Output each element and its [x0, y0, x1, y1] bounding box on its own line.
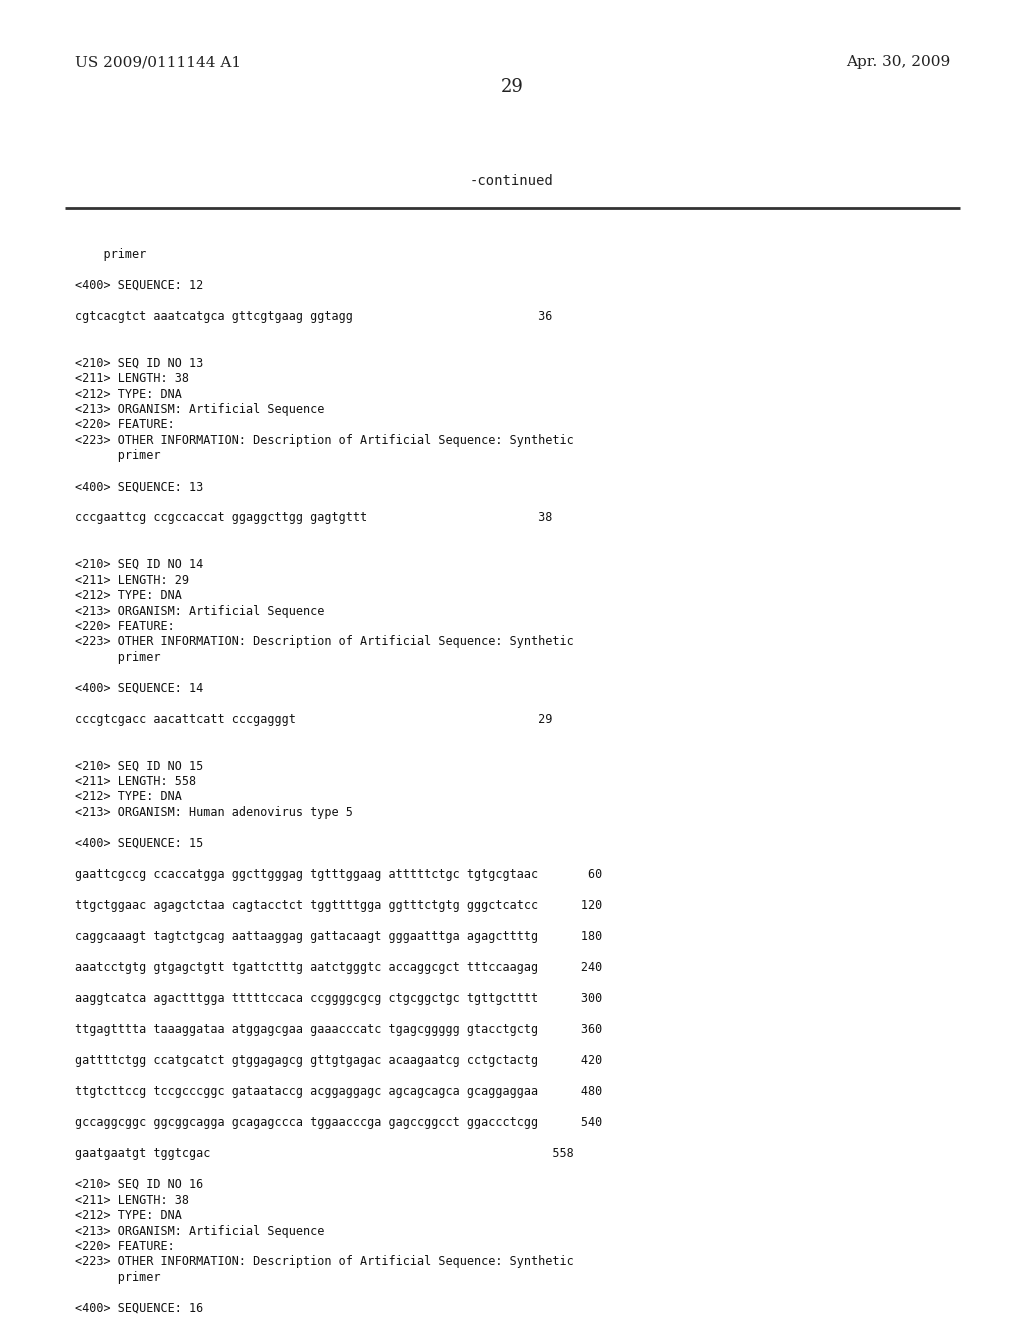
Text: primer: primer [75, 1271, 161, 1284]
Text: gaattcgccg ccaccatgga ggcttgggag tgtttggaag atttttctgc tgtgcgtaac       60: gaattcgccg ccaccatgga ggcttgggag tgtttgg… [75, 869, 602, 880]
Text: gattttctgg ccatgcatct gtggagagcg gttgtgagac acaagaatcg cctgctactg      420: gattttctgg ccatgcatct gtggagagcg gttgtga… [75, 1053, 602, 1067]
Text: US 2009/0111144 A1: US 2009/0111144 A1 [75, 55, 241, 69]
Text: cgtcacgtct aaatcatgca gttcgtgaag ggtagg                          36: cgtcacgtct aaatcatgca gttcgtgaag ggtagg … [75, 310, 552, 323]
Text: -continued: -continued [470, 174, 554, 187]
Text: <220> FEATURE:: <220> FEATURE: [75, 418, 175, 432]
Text: <223> OTHER INFORMATION: Description of Artificial Sequence: Synthetic: <223> OTHER INFORMATION: Description of … [75, 635, 573, 648]
Text: cccgtcgacc aacattcatt cccgagggt                                  29: cccgtcgacc aacattcatt cccgagggt 29 [75, 713, 552, 726]
Text: <211> LENGTH: 558: <211> LENGTH: 558 [75, 775, 197, 788]
Text: primer: primer [75, 450, 161, 462]
Text: <220> FEATURE:: <220> FEATURE: [75, 620, 175, 634]
Text: <400> SEQUENCE: 15: <400> SEQUENCE: 15 [75, 837, 203, 850]
Text: primer: primer [75, 651, 161, 664]
Text: <212> TYPE: DNA: <212> TYPE: DNA [75, 388, 182, 400]
Text: 29: 29 [501, 78, 523, 96]
Text: <400> SEQUENCE: 14: <400> SEQUENCE: 14 [75, 682, 203, 696]
Text: <210> SEQ ID NO 16: <210> SEQ ID NO 16 [75, 1177, 203, 1191]
Text: gccaggcggc ggcggcagga gcagagccca tggaacccga gagccggcct ggaccctcgg      540: gccaggcggc ggcggcagga gcagagccca tggaacc… [75, 1115, 602, 1129]
Text: <211> LENGTH: 29: <211> LENGTH: 29 [75, 573, 189, 586]
Text: <213> ORGANISM: Artificial Sequence: <213> ORGANISM: Artificial Sequence [75, 403, 325, 416]
Text: <210> SEQ ID NO 13: <210> SEQ ID NO 13 [75, 356, 203, 370]
Text: <211> LENGTH: 38: <211> LENGTH: 38 [75, 372, 189, 385]
Text: <212> TYPE: DNA: <212> TYPE: DNA [75, 1209, 182, 1222]
Text: <212> TYPE: DNA: <212> TYPE: DNA [75, 589, 182, 602]
Text: <210> SEQ ID NO 14: <210> SEQ ID NO 14 [75, 558, 203, 572]
Text: ttgagtttta taaaggataa atggagcgaa gaaacccatc tgagcggggg gtacctgctg      360: ttgagtttta taaaggataa atggagcgaa gaaaccc… [75, 1023, 602, 1036]
Text: aaatcctgtg gtgagctgtt tgattctttg aatctgggtc accaggcgct tttccaagag      240: aaatcctgtg gtgagctgtt tgattctttg aatctgg… [75, 961, 602, 974]
Text: <212> TYPE: DNA: <212> TYPE: DNA [75, 791, 182, 804]
Text: <400> SEQUENCE: 12: <400> SEQUENCE: 12 [75, 279, 203, 292]
Text: <400> SEQUENCE: 16: <400> SEQUENCE: 16 [75, 1302, 203, 1315]
Text: aaggtcatca agactttgga tttttccaca ccggggcgcg ctgcggctgc tgttgctttt      300: aaggtcatca agactttgga tttttccaca ccggggc… [75, 993, 602, 1005]
Text: <213> ORGANISM: Artificial Sequence: <213> ORGANISM: Artificial Sequence [75, 1225, 325, 1238]
Text: <213> ORGANISM: Human adenovirus type 5: <213> ORGANISM: Human adenovirus type 5 [75, 807, 353, 818]
Text: <213> ORGANISM: Artificial Sequence: <213> ORGANISM: Artificial Sequence [75, 605, 325, 618]
Text: ttgtcttccg tccgcccggc gataataccg acggaggagc agcagcagca gcaggaggaa      480: ttgtcttccg tccgcccggc gataataccg acggagg… [75, 1085, 602, 1098]
Text: Apr. 30, 2009: Apr. 30, 2009 [846, 55, 950, 69]
Text: <223> OTHER INFORMATION: Description of Artificial Sequence: Synthetic: <223> OTHER INFORMATION: Description of … [75, 434, 573, 447]
Text: cccgaattcg ccgccaccat ggaggcttgg gagtgttt                        38: cccgaattcg ccgccaccat ggaggcttgg gagtgtt… [75, 511, 552, 524]
Text: <400> SEQUENCE: 13: <400> SEQUENCE: 13 [75, 480, 203, 494]
Text: gaatgaatgt tggtcgac                                                558: gaatgaatgt tggtcgac 558 [75, 1147, 573, 1160]
Text: <223> OTHER INFORMATION: Description of Artificial Sequence: Synthetic: <223> OTHER INFORMATION: Description of … [75, 1255, 573, 1269]
Text: <220> FEATURE:: <220> FEATURE: [75, 1239, 175, 1253]
Text: ttgctggaac agagctctaa cagtacctct tggttttgga ggtttctgtg gggctcatcc      120: ttgctggaac agagctctaa cagtacctct tggtttt… [75, 899, 602, 912]
Text: <211> LENGTH: 38: <211> LENGTH: 38 [75, 1193, 189, 1206]
Text: <210> SEQ ID NO 15: <210> SEQ ID NO 15 [75, 759, 203, 772]
Text: primer: primer [75, 248, 146, 261]
Text: caggcaaagt tagtctgcag aattaaggag gattacaagt gggaatttga agagcttttg      180: caggcaaagt tagtctgcag aattaaggag gattaca… [75, 931, 602, 942]
